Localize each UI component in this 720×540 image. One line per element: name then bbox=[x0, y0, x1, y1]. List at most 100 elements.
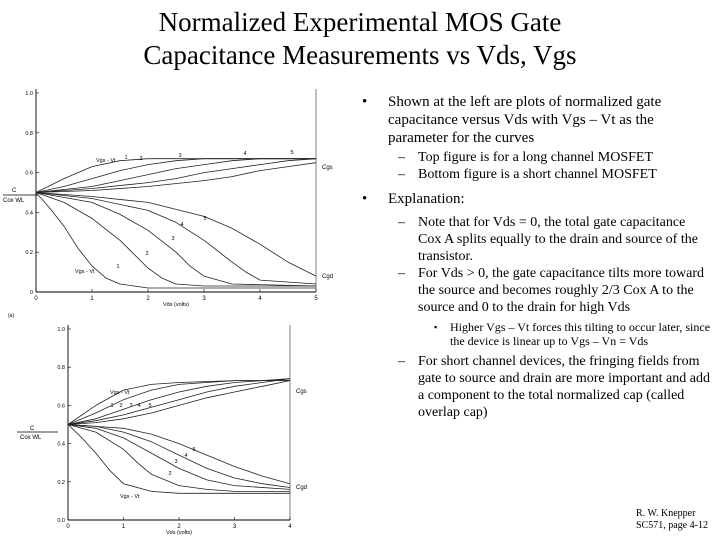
sub-sub-bullet-text: Higher Vgs – Vt forces this tilting to o… bbox=[450, 320, 711, 348]
bottom-curve-number-label: 3 bbox=[174, 459, 177, 465]
credit-author: R. W. Knepper bbox=[636, 508, 696, 519]
top-vgs-vt-annotation: Vgs - Vt bbox=[75, 269, 95, 275]
top-x-tick-label: 0 bbox=[34, 296, 38, 302]
bottom-curve-number-label: 1 bbox=[110, 403, 113, 409]
bullet-explanation: • Explanation: bbox=[362, 190, 712, 208]
top-y-tick-label: 0 bbox=[30, 290, 33, 296]
sub-bullet-text: Bottom figure is a short channel MOSFET bbox=[418, 167, 657, 182]
bullet-marker: • bbox=[362, 94, 368, 110]
bottom-curve-cgd-1 bbox=[67, 424, 290, 494]
bottom-x-tick-label: 4 bbox=[288, 524, 292, 530]
top-cgd-label: Cgd bbox=[322, 274, 333, 280]
dash-marker: – bbox=[398, 167, 405, 182]
bottom-cgd-label: Cgd bbox=[296, 485, 307, 491]
top-curve-cgd-2 bbox=[35, 192, 316, 287]
bottom-curve-number-label: 4 bbox=[184, 453, 187, 459]
bottom-curve-cgs-3 bbox=[67, 378, 291, 425]
top-x-tick-label: 2 bbox=[146, 296, 150, 302]
bullet-text: Explanation: bbox=[388, 191, 465, 207]
sub-bullet-text: For Vds > 0, the gate capacitance tilts … bbox=[418, 266, 704, 315]
title-line-1: Normalized Experimental MOS Gate bbox=[158, 7, 562, 37]
top-y-tick-label: 0.2 bbox=[25, 250, 33, 256]
top-y-tick-label: 1.0 bbox=[25, 91, 33, 97]
top-x-tick-label: 1 bbox=[90, 296, 94, 302]
top-curve-number-label: 5 bbox=[290, 150, 293, 156]
sub-bullet-text: Note that for Vds = 0, the total gate ca… bbox=[418, 215, 698, 264]
bottom-y-tick-label: 0.6 bbox=[57, 403, 65, 409]
bottom-y-tick-label: 0.8 bbox=[57, 365, 65, 371]
square-marker: ▪ bbox=[434, 322, 438, 332]
sub-bullet-long-channel: – Top figure is for a long channel MOSFE… bbox=[362, 149, 712, 166]
bottom-curve-number-label: 5 bbox=[148, 403, 151, 409]
credit: R. W. Knepper SC571, page 4-12 bbox=[636, 508, 708, 532]
sub-sub-bullet-tilting: ▪ Higher Vgs – Vt forces this tilting to… bbox=[362, 320, 712, 348]
bottom-y-tick-label: 0.0 bbox=[57, 518, 65, 524]
top-curve-number-label: 3 bbox=[178, 153, 181, 159]
bottom-curve-cgs-2 bbox=[67, 380, 290, 425]
top-curve-cgs-5 bbox=[35, 162, 317, 193]
bottom-curve-cgs-5 bbox=[67, 380, 291, 425]
top-ylabel-top: C bbox=[12, 188, 17, 194]
bottom-curve-number-label: 2 bbox=[119, 403, 122, 409]
sub-bullet-text: Top figure is for a long channel MOSFET bbox=[418, 150, 654, 165]
top-curve-cgd-1 bbox=[35, 192, 316, 289]
bottom-vgs-vt-annotation: Vgs - Vt bbox=[120, 494, 140, 500]
top-cgs-label: Cgs bbox=[322, 165, 333, 171]
bottom-curve-cgd-4 bbox=[67, 424, 291, 488]
bottom-x-tick-label: 1 bbox=[122, 524, 126, 530]
bottom-curve-number-label: 2 bbox=[168, 471, 171, 477]
top-y-tick-label: 0.4 bbox=[25, 210, 33, 216]
bottom-curve-cgd-3 bbox=[67, 424, 291, 490]
top-vgs-vt-annotation: Vgs - Vt bbox=[96, 158, 116, 164]
dash-marker: – bbox=[398, 354, 405, 369]
bottom-x-tick-label: 3 bbox=[233, 524, 237, 530]
bullet-plots-description: • Shown at the left are plots of normali… bbox=[362, 93, 712, 147]
bottom-y-tick-label: 0.2 bbox=[57, 480, 65, 486]
sub-bullet-vds-positive: – For Vds > 0, the gate capacitance tilt… bbox=[362, 265, 712, 316]
top-curve-number-label: 5 bbox=[203, 216, 206, 222]
bottom-curve-number-label: 5 bbox=[192, 447, 195, 453]
bottom-curve-cgs-4 bbox=[67, 378, 291, 425]
bottom-x-axis-label: Vds (volts) bbox=[166, 530, 192, 536]
top-y-tick-label: 0.8 bbox=[25, 131, 33, 137]
top-curve-number-label: 3 bbox=[171, 236, 174, 242]
bottom-curve-cgd-5 bbox=[67, 424, 291, 485]
top-curve-number-label: 1 bbox=[124, 155, 127, 161]
sub-bullet-short-channel: – Bottom figure is a short channel MOSFE… bbox=[362, 166, 712, 183]
top-curve-cgs-2 bbox=[35, 158, 316, 193]
top-curve-number-label: 2 bbox=[139, 156, 142, 162]
bottom-x-tick-label: 2 bbox=[177, 524, 181, 530]
bullet-marker: • bbox=[362, 191, 368, 207]
top-curve-cgd-5 bbox=[35, 192, 317, 277]
top-x-tick-label: 5 bbox=[314, 296, 318, 302]
bottom-x-tick-label: 0 bbox=[66, 524, 70, 530]
top-x-tick-label: 4 bbox=[258, 296, 262, 302]
top-curve-number-label: 4 bbox=[243, 151, 246, 157]
top-y-tick-label: 0.6 bbox=[25, 171, 33, 177]
top-curve-cgs-3 bbox=[35, 158, 316, 193]
dash-marker: – bbox=[398, 266, 405, 281]
credit-page: SC571, page 4-12 bbox=[636, 520, 708, 531]
top-x-axis-label: Vds (volts) bbox=[163, 302, 189, 308]
dash-marker: – bbox=[398, 215, 405, 230]
bottom-ylabel-bottom: Cox WL bbox=[20, 435, 42, 441]
top-curve-cgs-1 bbox=[35, 158, 316, 193]
top-curve-cgd-4 bbox=[35, 192, 317, 285]
top-curve-cgs-4 bbox=[35, 158, 317, 193]
bottom-y-tick-label: 1.0 bbox=[57, 327, 65, 333]
bullet-text: Shown at the left are plots of normalize… bbox=[388, 94, 662, 146]
top-curve-number-label: 2 bbox=[145, 251, 148, 257]
bottom-curve-cgd-2 bbox=[67, 424, 290, 492]
top-curve-cgd-3 bbox=[35, 192, 317, 287]
bottom-curve-number-label: 4 bbox=[137, 403, 140, 409]
bottom-curve-number-label: 3 bbox=[129, 403, 132, 409]
title-line-2: Capacitance Measurements vs Vds, Vgs bbox=[143, 40, 577, 70]
slide-title: Normalized Experimental MOS Gate Capacit… bbox=[0, 6, 720, 72]
top-curve-number-label: 1 bbox=[116, 264, 119, 270]
bottom-ylabel-top: C bbox=[30, 426, 35, 432]
sub-bullet-short-channel-fringing: – For short channel devices, the fringin… bbox=[362, 353, 712, 421]
sub-bullet-vds-zero: – Note that for Vds = 0, the total gate … bbox=[362, 214, 712, 265]
bullet-list: • Shown at the left are plots of normali… bbox=[362, 93, 712, 421]
dash-marker: – bbox=[398, 150, 405, 165]
top-x-tick-label: 3 bbox=[202, 296, 206, 302]
